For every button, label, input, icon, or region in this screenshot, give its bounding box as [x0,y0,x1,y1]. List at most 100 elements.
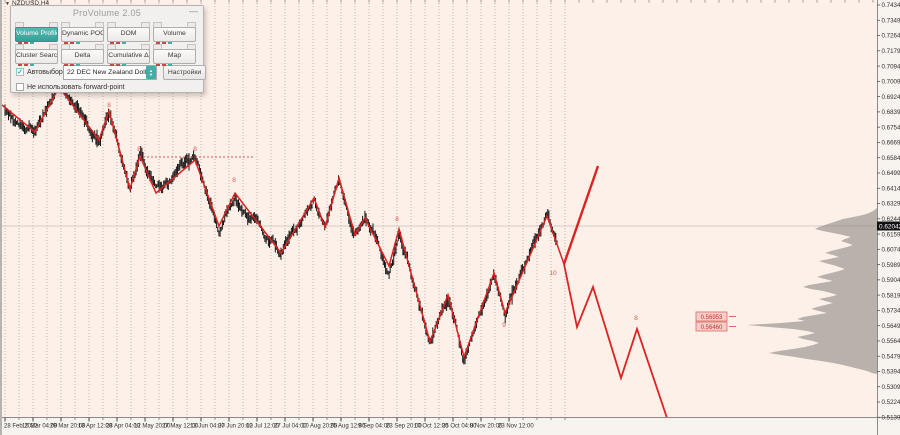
time-axis-label: 10 Aug 20:00 [302,424,338,430]
price-axis-label: 0.56495 [882,323,900,330]
status-dashes [64,42,80,44]
autoselect-checkbox-box[interactable] [16,68,24,76]
status-dashes [110,42,126,44]
zigzag-line [2,85,565,360]
time-axis-label: 25 Aug 12:00 [330,424,366,430]
price-axis-label: 0.60745 [882,247,900,254]
wave-label: 8 [232,177,236,184]
time-axis-label: 28 Apr 04:00 [106,424,141,430]
price-axis-label: 0.70095 [882,79,900,86]
time-axis-bg [2,418,900,435]
status-dashes [64,64,80,66]
forward-point-checkbox[interactable]: Не использовать forward-point [16,83,125,91]
time-axis-label: 13 Apr 12:00 [78,424,113,430]
symbol-text: NZDUSD,H4 [11,0,50,7]
price-axis-label: 0.67545 [882,124,900,131]
price-axis-label: 0.57345 [882,308,900,315]
panel-cell: Dynamic POC [61,22,104,46]
time-axis-label: 27 Jun 20:00 [218,424,253,430]
price-axis-label: 0.53095 [882,384,900,391]
price-axis-label: 0.51395 [882,414,900,421]
panel-button-volume-profile[interactable]: Volume Profile [15,27,58,42]
wave-label: 10 [549,270,557,277]
forward-point-checkbox-box[interactable] [16,83,24,91]
panel-cell: Delta [61,44,104,68]
panel-cell: Volume [153,22,196,46]
panel-title: ProVolume 2.05 [72,8,142,18]
spinner-updown-icon[interactable] [146,66,156,79]
wave-label: 8 [395,216,399,223]
level-box-value: 0.56953 [701,315,723,321]
price-axis-label: 0.63295 [882,201,900,208]
projection-down-line [563,263,668,419]
autoselect-label: Автовыбор [27,68,63,76]
price-axis-label: 0.55645 [882,338,900,345]
minimize-button[interactable]: — [189,6,198,16]
panel-cell: DOM [107,22,150,46]
panel-cell: Map [153,44,196,68]
price-axis-bg [877,0,900,435]
panel-button-cumulative[interactable]: Cumulative Δ [107,49,150,64]
price-axis-label: 0.61595 [882,231,900,238]
time-axis-label: 12 Jul 12:00 [246,424,279,430]
time-axis-label: 23 Nov 12:00 [498,424,534,430]
time-axis-label: 10 Oct 12:00 [414,424,449,430]
panel-button-dom[interactable]: DOM [107,27,150,42]
candlesticks [4,74,558,365]
panel-button-delta[interactable]: Delta [61,49,104,64]
price-axis-label: 0.71795 [882,48,900,55]
time-axis-label: 29 Mar 20:00 [50,424,86,430]
status-dashes [156,42,172,44]
current-price-tag [877,221,900,231]
wave-label: 9 [502,322,506,329]
wave-label: 8 [107,102,111,109]
status-dashes [156,64,172,66]
level-box [695,311,728,322]
panel-cell: Cumulative Δ [107,44,150,68]
price-axis-label: 0.53945 [882,369,900,376]
autoselect-checkbox[interactable]: Автовыбор [16,68,63,76]
price-axis-label: 0.64145 [882,185,900,192]
status-dashes [18,42,34,44]
wave-label: 8 [193,146,197,153]
level-box-value: 0.56460 [701,325,723,331]
projection-up-line [562,165,600,265]
time-axis-label: 9 Sep 04:00 [358,424,391,430]
time-axis-label: 12 May 20:00 [134,424,171,430]
chart-symbol-label: NZDUSD,H4 [5,0,49,7]
price-axis-label: 0.68395 [882,109,900,116]
price-axis-label: 0.69245 [882,94,900,101]
time-axis-label: 23 Sep 20:00 [386,424,422,430]
price-axis-label: 0.70945 [882,63,900,70]
time-axis-label: 27 May 12:00 [162,424,199,430]
price-axis-label: 0.62445 [882,216,900,223]
time-axis-label: 28 Feb 2022 [4,424,38,430]
price-axis-label: 0.66695 [882,140,900,147]
price-axis-label: 0.52245 [882,399,900,406]
status-dashes [110,64,126,66]
panel-cell: Volume Profile [15,22,58,46]
wave-label: 8 [137,146,141,153]
price-axis-label: 0.64995 [882,170,900,177]
price-axis-label: 0.59045 [882,277,900,284]
chart-marker-icon [5,1,10,7]
panel-button-map[interactable]: Map [153,49,196,64]
current-price-value: 0.62042 [879,224,900,231]
settings-button[interactable]: Настройки [163,65,206,80]
panel-button-dynamic-poc[interactable]: Dynamic POC [61,27,104,42]
price-axis-label: 0.74345 [882,2,900,9]
level-box [695,321,728,332]
price-axis-label: 0.59895 [882,262,900,269]
time-axis-label: 15 Mar 04:00 [22,424,58,430]
time-axis-label: 27 Jul 04:00 [274,424,307,430]
panel-cell: Cluster Search [15,44,58,68]
time-axis-label: 13 Jun 04:00 [190,424,225,430]
panel-button-volume[interactable]: Volume [153,27,196,42]
volume-profile [747,208,877,374]
forward-point-label: Не использовать forward-point [27,83,125,91]
panel-button-cluster-search[interactable]: Cluster Search [15,49,58,64]
provolume-panel: ProVolume 2.05 — Автовыбор 22 DEC New Ze… [10,5,206,93]
price-axis-label: 0.54795 [882,353,900,360]
